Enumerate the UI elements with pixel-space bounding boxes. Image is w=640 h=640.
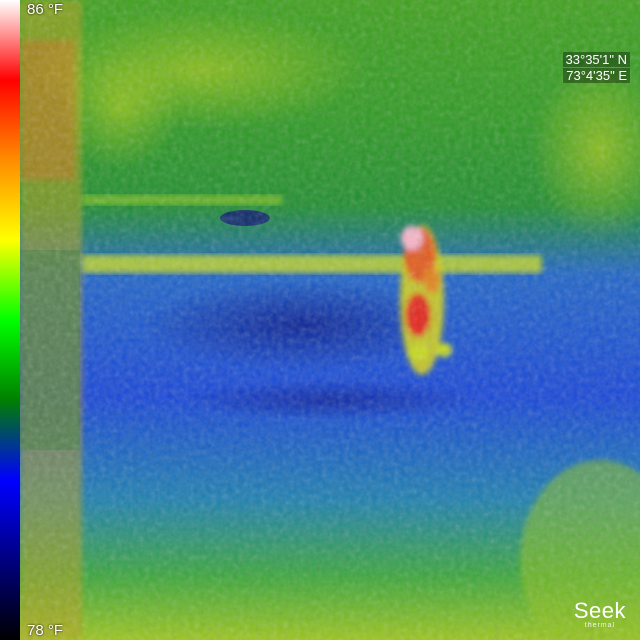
max-temperature-label: 86 °F	[27, 1, 64, 18]
gps-latitude: 33°35'1" N	[562, 52, 630, 67]
gps-longitude: 73°4'35" E	[562, 68, 630, 83]
color-scale-bar	[0, 0, 20, 640]
brand-subtitle: thermal	[584, 622, 616, 629]
gps-coordinates: 33°35'1" N 73°4'35" E	[562, 52, 630, 84]
brand-name: Seek	[573, 598, 626, 623]
seek-thermal-logo: Seek thermal	[574, 600, 626, 630]
min-temperature-label: 78 °F	[27, 622, 64, 639]
